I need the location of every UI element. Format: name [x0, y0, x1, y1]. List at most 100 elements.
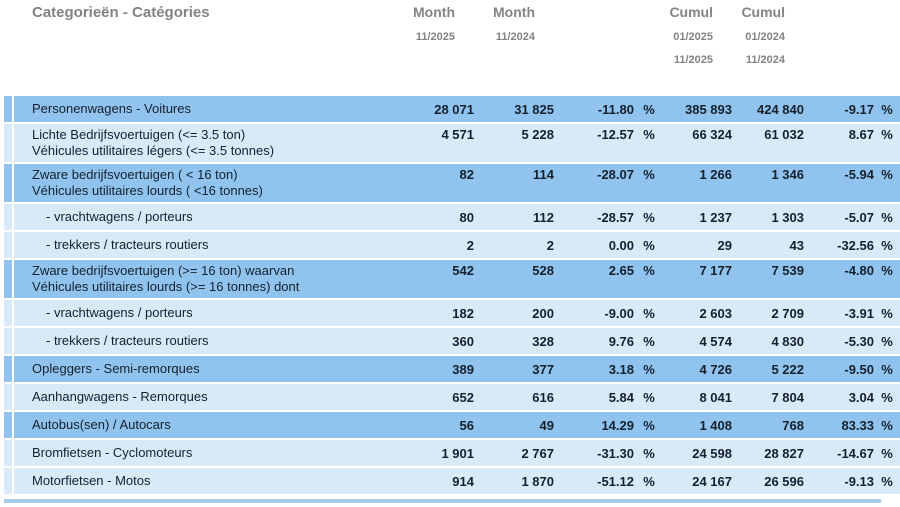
- cumul-current-value: 7 177: [699, 263, 732, 278]
- table-row: - trekkers / tracteurs routiers 2 2 0.00…: [4, 232, 900, 258]
- cumul-current-value: 66 324: [692, 127, 732, 142]
- table-row: Zware bedrijfsvoertuigen (>= 16 ton) waa…: [4, 260, 900, 298]
- column-header-cumul-previous: Cumul 01/2024 11/2024: [741, 4, 785, 66]
- table-row: Zware bedrijfsvoertuigen ( < 16 ton) Véhi…: [4, 164, 900, 202]
- cumul-change-pct: -4.80: [844, 263, 874, 278]
- table-body: Personenwagens - Voitures 28 071 31 825 …: [4, 96, 900, 494]
- table-row: Lichte Bedrijfsvoertuigen (<= 3.5 ton) Vé…: [4, 124, 900, 162]
- percent-sign: %: [881, 361, 893, 377]
- row-label: - trekkers / tracteurs routiers: [46, 237, 209, 252]
- month-current-value: 182: [452, 305, 474, 321]
- row-label: - trekkers / tracteurs routiers: [46, 333, 209, 348]
- cumul-current-value: 4 726: [699, 361, 732, 377]
- cumul-change-pct: -14.67: [837, 445, 874, 461]
- month-change-pct: -28.57: [597, 209, 634, 225]
- cumul-previous-value: 4 830: [771, 333, 804, 349]
- cumul-change-pct: -9.13: [844, 473, 874, 489]
- table-row: - vrachtwagens / porteurs 80 112 -28.57 …: [4, 204, 900, 230]
- row-label: Autobus(sen) / Autocars: [32, 417, 171, 432]
- cumul-current-value: 4 574: [699, 333, 732, 349]
- table-header: Categorieën - Catégories Month 11/2025 M…: [14, 0, 881, 96]
- month-change-pct: 3.18: [608, 361, 634, 377]
- table-row: - vrachtwagens / porteurs 182 200 -9.00 …: [4, 300, 900, 326]
- month-current-value: 80: [459, 209, 474, 225]
- month-previous-value: 112: [533, 209, 554, 225]
- row-label: Aanhangwagens - Remorques: [32, 389, 208, 404]
- cumul-change-pct: 83.33: [841, 417, 874, 433]
- row-label: Zware bedrijfsvoertuigen ( < 16 ton) Véhi…: [32, 167, 263, 198]
- month-current-value: 652: [452, 389, 474, 405]
- row-label: - vrachtwagens / porteurs: [46, 209, 193, 224]
- cumul-previous-value: 7 804: [771, 389, 804, 405]
- percent-sign: %: [643, 473, 655, 489]
- month-previous-value: 616: [532, 389, 554, 405]
- cumul-change-pct: -9.17: [844, 101, 874, 117]
- column-header-month-change-sign: [615, 4, 645, 96]
- row-edge: [4, 204, 12, 230]
- percent-sign: %: [643, 209, 655, 225]
- cumul-previous-value: 61 032: [764, 127, 804, 142]
- cumul-change-pct: -32.56: [837, 237, 874, 253]
- row-edge: [4, 96, 12, 122]
- row-edge: [4, 300, 12, 326]
- cumul-change-pct: -5.94: [844, 167, 874, 182]
- month-current-value: 914: [452, 473, 474, 489]
- month-previous-value: 377: [532, 361, 554, 377]
- month-change-pct: -9.00: [604, 305, 634, 321]
- row-label: - vrachtwagens / porteurs: [46, 305, 193, 320]
- month-change-pct: 2.65: [608, 263, 634, 278]
- row-label: Zware bedrijfsvoertuigen (>= 16 ton) waa…: [32, 263, 300, 294]
- column-header-cumul-current: Cumul 01/2025 11/2025: [669, 4, 713, 66]
- percent-sign: %: [881, 209, 893, 225]
- column-header-month-previous: Month 11/2024: [493, 4, 535, 43]
- percent-sign: %: [881, 263, 893, 278]
- percent-sign: %: [643, 389, 655, 405]
- row-edge: [4, 124, 12, 162]
- row-edge: [4, 328, 12, 354]
- percent-sign: %: [643, 127, 655, 142]
- month-previous-value: 31 825: [514, 101, 554, 117]
- percent-sign: %: [881, 417, 893, 433]
- cumul-current-value: 24 167: [692, 473, 732, 489]
- cumul-current-value: 385 893: [685, 101, 732, 117]
- percent-sign: %: [881, 445, 893, 461]
- row-edge: [4, 164, 12, 202]
- row-edge: [4, 356, 12, 382]
- row-edge: [4, 260, 12, 298]
- month-current-value: 542: [452, 263, 474, 278]
- row-edge: [4, 412, 12, 438]
- percent-sign: %: [643, 263, 655, 278]
- table-row: Bromfietsen - Cyclomoteurs 1 901 2 767 -…: [4, 440, 900, 466]
- cumul-change-pct: -9.50: [844, 361, 874, 377]
- column-header-cumul-change: [785, 4, 855, 96]
- cumul-previous-value: 7 539: [771, 263, 804, 278]
- month-change-pct: 9.76: [608, 333, 634, 349]
- month-change-pct: 0.00: [608, 237, 634, 253]
- month-previous-value: 2 767: [521, 445, 554, 461]
- table-row: Aanhangwagens - Remorques 652 616 5.84 %…: [4, 384, 900, 410]
- month-change-pct: -11.80: [597, 101, 634, 117]
- month-previous-value: 49: [539, 417, 554, 433]
- row-label: Personenwagens - Voitures: [32, 101, 191, 116]
- row-edge: [4, 468, 12, 494]
- column-header-month-current: Month 11/2025: [413, 4, 455, 43]
- cumul-current-value: 8 041: [699, 389, 732, 405]
- month-change-pct: 5.84: [608, 389, 634, 405]
- month-change-pct: 14.29: [601, 417, 634, 433]
- month-previous-value: 200: [532, 305, 554, 321]
- row-label: Motorfietsen - Motos: [32, 473, 151, 488]
- cumul-current-value: 29: [717, 237, 732, 253]
- percent-sign: %: [881, 473, 893, 489]
- row-label: Bromfietsen - Cyclomoteurs: [32, 445, 193, 460]
- row-label: Lichte Bedrijfsvoertuigen (<= 3.5 ton) Vé…: [32, 127, 275, 158]
- row-edge: [4, 384, 12, 410]
- row-edge: [4, 232, 12, 258]
- month-current-value: 28 071: [434, 101, 474, 117]
- category-column-header: Categorieën - Catégories: [32, 4, 210, 21]
- cumul-previous-value: 43: [789, 237, 804, 253]
- column-header-cumul-change-sign: [855, 4, 881, 96]
- cumul-previous-value: 424 840: [757, 101, 804, 117]
- cumul-previous-value: 28 827: [764, 445, 804, 461]
- column-header-month-change: [535, 4, 615, 96]
